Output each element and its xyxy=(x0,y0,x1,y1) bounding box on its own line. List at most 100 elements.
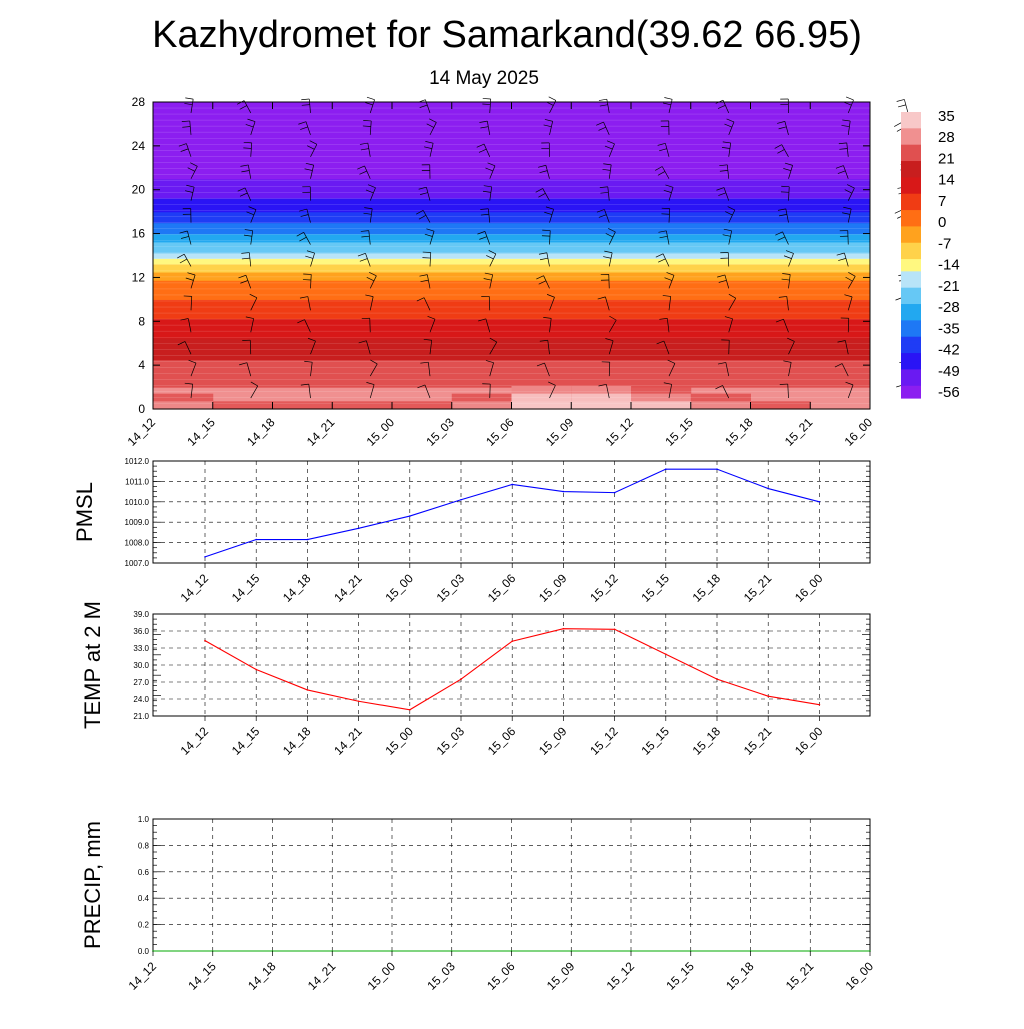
colorbar-cell xyxy=(901,333,921,338)
pmsl-xtick-label: 16_00 xyxy=(792,571,826,605)
colorbar-cell xyxy=(901,120,921,125)
colorbar-label: -14 xyxy=(938,257,960,274)
colorbar-cell xyxy=(901,177,921,182)
chart-title: Kazhydromet for Samarkand(39.62 66.95) xyxy=(152,14,862,56)
colorbar-label: 21 xyxy=(938,150,955,167)
colorbar-cell xyxy=(901,288,921,293)
precip-xtick-label: 15_06 xyxy=(484,959,518,993)
colorbar-cell xyxy=(901,169,921,174)
pmsl-frame xyxy=(153,461,870,563)
heatmap-ytick-label: 16 xyxy=(132,227,146,241)
pmsl-series-point xyxy=(255,539,257,541)
colorbar-cell xyxy=(901,271,921,276)
heatmap-ytick-label: 28 xyxy=(132,95,146,109)
heatmap-surface-cell xyxy=(332,401,392,409)
heatmap-xtick-label: 14_18 xyxy=(244,415,278,449)
pmsl-series-point xyxy=(767,488,769,490)
temp-ytick-label: 30.0 xyxy=(133,661,149,670)
colorbar-label: -35 xyxy=(938,320,960,337)
temp-xtick-label: 15_00 xyxy=(382,724,416,758)
wind-barb-flag xyxy=(894,123,901,127)
colorbar-cell xyxy=(901,292,921,297)
precip-xtick-label: 15_21 xyxy=(783,959,817,993)
colorbar-cell xyxy=(901,210,921,215)
temp-series-point xyxy=(460,678,462,680)
pmsl-ytick-label: 1012.0 xyxy=(125,457,150,466)
precip-ytick-label: 0.8 xyxy=(138,841,150,850)
heatmap-ytick-label: 12 xyxy=(132,270,146,284)
colorbar-cell xyxy=(901,222,921,227)
colorbar-cell xyxy=(901,259,921,264)
precip-ylabel: PRECIP, mm xyxy=(80,821,105,949)
heatmap-surface-cell xyxy=(571,401,631,409)
colorbar-label: -49 xyxy=(938,363,960,380)
heatmap-ytick-label: 8 xyxy=(138,314,145,328)
temp-xtick-label: 15_12 xyxy=(587,724,621,758)
colorbar-label: -21 xyxy=(938,278,960,295)
precip-xtick-label: 15_09 xyxy=(544,959,578,993)
temp-ylabel: TEMP at 2 M xyxy=(80,601,105,729)
precip-xtick-label: 16_00 xyxy=(843,959,877,993)
wind-barb-flag xyxy=(301,99,309,100)
pmsl-xtick-label: 15_18 xyxy=(690,571,724,605)
colorbar-cell xyxy=(901,345,921,350)
colorbar-label: -42 xyxy=(938,342,960,359)
colorbar-label: 28 xyxy=(938,129,955,146)
temp-series-point xyxy=(358,700,360,702)
temp-ytick-label: 21.0 xyxy=(133,712,149,721)
heatmap-xtick-label: 15_00 xyxy=(364,415,398,449)
pmsl-series-point xyxy=(665,468,667,470)
colorbar-cell xyxy=(901,324,921,329)
temp-series-point xyxy=(409,709,411,711)
colorbar-cell xyxy=(901,300,921,305)
colorbar-cell xyxy=(901,255,921,260)
colorbar-cell xyxy=(901,161,921,166)
temp-series-point xyxy=(204,640,206,642)
colorbar-cell xyxy=(901,141,921,146)
wind-barb-flag xyxy=(185,98,193,99)
pmsl-xtick-label: 15_03 xyxy=(434,571,468,605)
temp-ytick-label: 36.0 xyxy=(133,627,149,636)
pmsl-series-point xyxy=(511,484,513,486)
heatmap-xtick-label: 15_15 xyxy=(662,415,696,449)
temp-series-point xyxy=(819,704,821,706)
colorbar-label: -28 xyxy=(938,299,960,316)
temp-series-point xyxy=(255,669,257,671)
temp-xtick-label: 14_12 xyxy=(178,724,212,758)
colorbar-cell xyxy=(901,202,921,207)
temp-ytick-label: 24.0 xyxy=(133,695,149,704)
temp-ytick-label: 27.0 xyxy=(133,678,149,687)
colorbar-cell xyxy=(901,296,921,301)
temp-series-point xyxy=(767,695,769,697)
colorbar-cell xyxy=(901,186,921,191)
colorbar-cell xyxy=(901,378,921,383)
heatmap-surface-cell xyxy=(631,401,691,409)
pmsl-xtick-label: 14_21 xyxy=(331,571,365,605)
heatmap-xtick-label: 15_09 xyxy=(543,415,577,449)
colorbar-label: 7 xyxy=(938,193,946,210)
wind-barb-flag xyxy=(664,98,672,100)
colorbar-cell xyxy=(901,284,921,289)
colorbar-cell xyxy=(901,386,921,391)
precip-ytick-label: 0.4 xyxy=(138,894,150,903)
colorbar-cell xyxy=(901,312,921,317)
precip-xtick-label: 15_18 xyxy=(723,959,757,993)
temp-series-point xyxy=(511,640,513,642)
pmsl-xtick-label: 15_09 xyxy=(536,571,570,605)
pmsl-ytick-label: 1010.0 xyxy=(125,498,150,507)
heatmap-surface-cell xyxy=(213,401,273,409)
temp-xtick-label: 15_15 xyxy=(638,724,672,758)
colorbar-cell xyxy=(901,145,921,150)
wind-barb-flag xyxy=(895,210,902,213)
pmsl-ytick-label: 1008.0 xyxy=(125,539,150,548)
colorbar-cell xyxy=(901,247,921,252)
heatmap-surface-cell xyxy=(273,401,333,409)
pmsl-series-point xyxy=(409,515,411,517)
heatmap-ytick-label: 20 xyxy=(132,183,146,197)
colorbar-cell xyxy=(901,337,921,342)
colorbar-cell xyxy=(901,153,921,158)
colorbar-cell xyxy=(901,116,921,121)
